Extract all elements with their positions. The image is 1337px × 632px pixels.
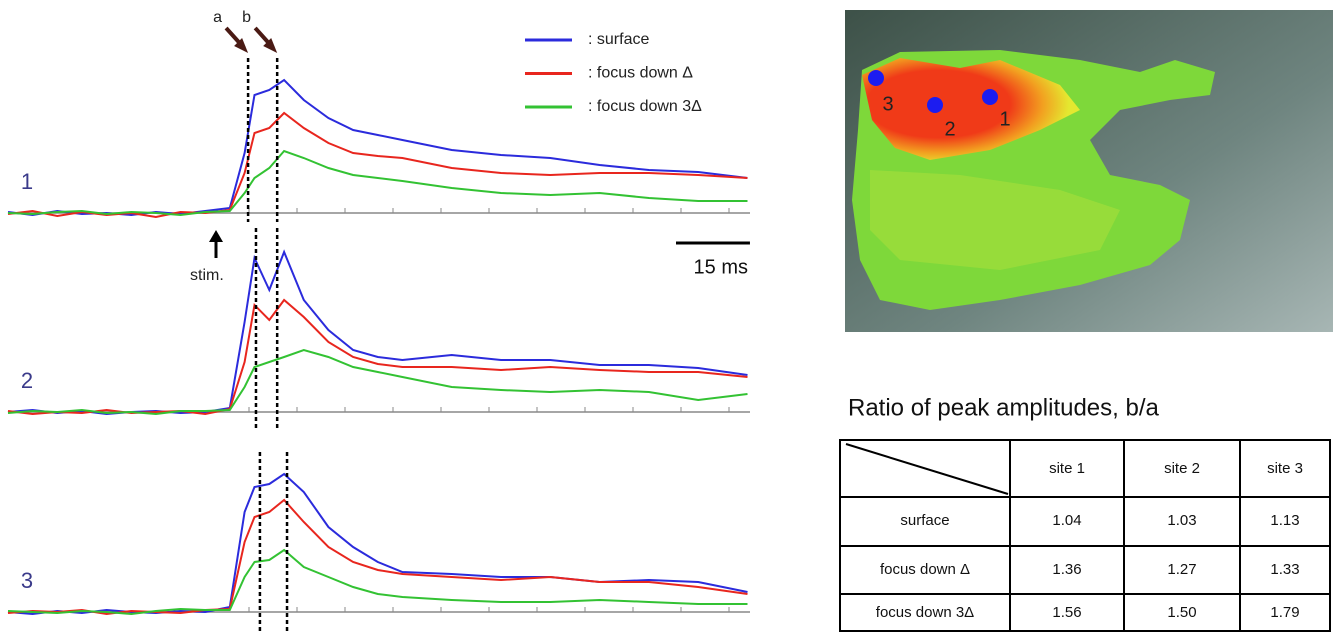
table-cell: 1.13 [1270, 512, 1299, 529]
trace [8, 500, 748, 614]
table-header: site 1 [1049, 460, 1085, 477]
table-cell: 1.50 [1167, 604, 1196, 621]
table-diagonal [846, 444, 1008, 494]
legend-label: : focus down Δ [588, 65, 693, 82]
table-header: site 3 [1267, 460, 1303, 477]
legend-label: : focus down 3Δ [588, 98, 702, 115]
table-cell: 1.03 [1167, 512, 1196, 529]
table-row-label: focus down 3Δ [876, 604, 974, 621]
table-row-label: surface [900, 512, 949, 529]
table-row-label: focus down Δ [880, 561, 970, 578]
page: Ratio of peak amplitudes, b/a : surface:… [0, 0, 1337, 632]
panel-label: 3 [21, 568, 33, 593]
scale-bar-label: 15 ms [694, 256, 748, 278]
table-border [840, 440, 1330, 631]
legend-label: : surface [588, 31, 649, 48]
trace [8, 151, 748, 215]
panel-label: 2 [21, 368, 33, 393]
peak-label: b [242, 9, 251, 26]
site-dot [982, 89, 998, 105]
table-cell: 1.56 [1052, 604, 1081, 621]
table-cell: 1.04 [1052, 512, 1081, 529]
trace [8, 252, 748, 414]
trace [8, 350, 748, 414]
table-cell: 1.27 [1167, 561, 1196, 578]
table-header: site 2 [1164, 460, 1200, 477]
site-label: 2 [944, 118, 955, 140]
figure: Ratio of peak amplitudes, b/a : surface:… [0, 0, 1337, 632]
stim-arrowhead [209, 230, 223, 242]
site-dot [868, 70, 884, 86]
site-label: 3 [882, 93, 893, 115]
table-cell: 1.79 [1270, 604, 1299, 621]
table-cell: 1.36 [1052, 561, 1081, 578]
peak-label: a [213, 9, 222, 26]
stim-label: stim. [190, 267, 224, 284]
table-cell: 1.33 [1270, 561, 1299, 578]
table-grid [840, 440, 1330, 631]
table-title: Ratio of peak amplitudes, b/a [848, 394, 1160, 421]
site-label: 1 [999, 108, 1010, 130]
panel-label: 1 [21, 169, 33, 194]
site-dot [927, 97, 943, 113]
trace [8, 113, 748, 217]
